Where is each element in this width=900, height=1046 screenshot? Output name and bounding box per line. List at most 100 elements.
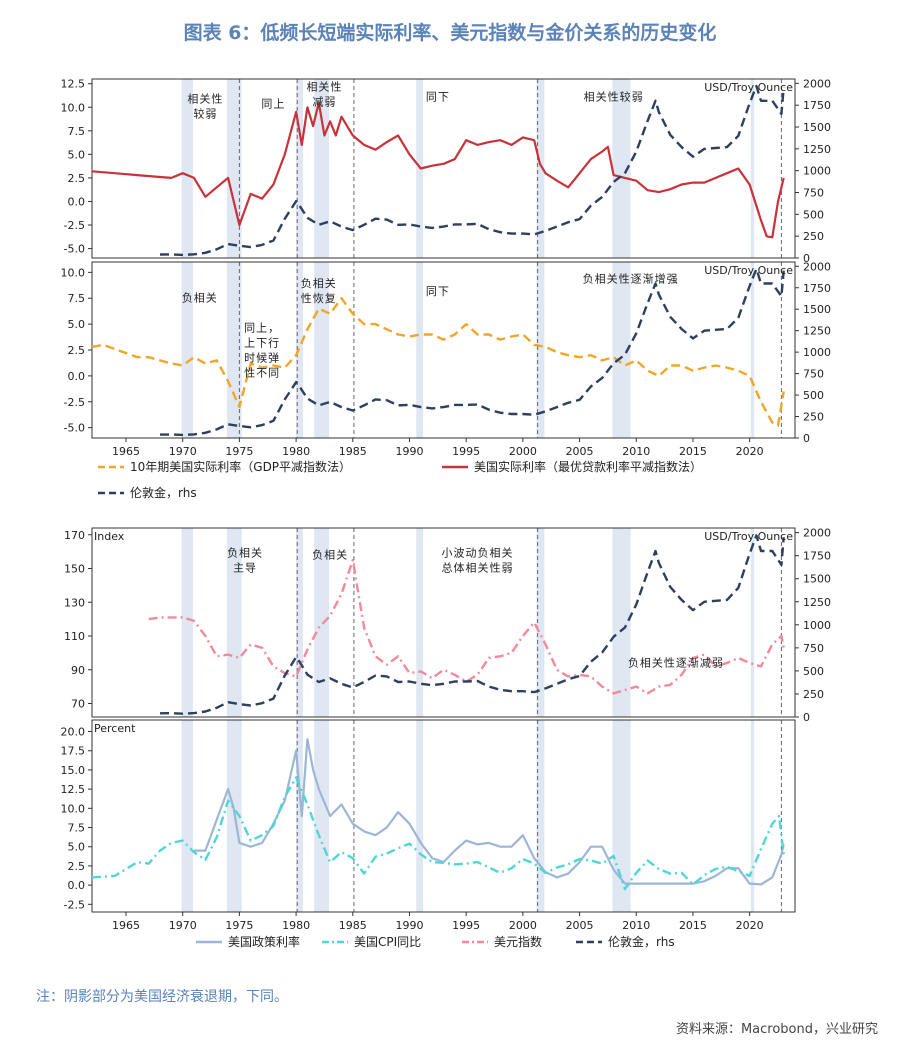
recession-band [226,262,242,438]
legend-label: 美国实际利率（最优贷款利率平减指数法） [474,459,702,474]
annotation-line: 相关性较弱 [584,90,644,104]
legend-label: 美国CPI同比 [354,935,421,949]
y-tick-label: -2.5 [64,898,85,911]
right-axis-label: USD/Troy Ounce [704,530,793,543]
recession-band [612,528,631,717]
legend-label: 美国政策利率 [228,934,300,949]
chart-annotation: 负相关 [182,290,218,304]
recession-band [181,79,193,258]
x-tick-label: 2010 [622,919,650,932]
x-tick-label: 1980 [282,445,310,458]
chart-annotation: 相关性较弱 [187,92,223,121]
y-right-tick-label: 500 [803,208,824,221]
y-tick-label: -2.5 [64,396,85,409]
series-line-dxy [148,558,785,695]
y-right-tick-label: 2000 [803,527,831,540]
x-tick-label: 1995 [452,445,480,458]
x-tick-label: 1975 [225,919,253,932]
source-credit: 资料来源：Macrobond，兴业研究 [675,1022,878,1037]
recession-band [181,528,193,717]
y-tick-label: 2.5 [68,344,86,357]
chart-annotation: 负相关性逐渐减弱 [628,655,724,669]
y-right-tick-label: 1000 [803,619,831,632]
chart-annotation: 同下 [426,91,450,104]
annotation-line: 小波动负相关 [442,546,514,560]
recession-band [536,262,545,438]
recession-band [750,528,755,717]
y-right-tick-label: 500 [803,389,824,402]
recession-band [314,720,329,912]
legend-label: 伦敦金，rhs [608,934,675,949]
chart-annotation: 相关性减弱 [306,79,342,108]
y-tick-label: 5.0 [68,318,86,331]
y-tick-label: 5.0 [68,841,86,854]
y-right-tick-label: 250 [803,688,824,701]
plot-frame [91,78,796,259]
left-axis-label: Percent [94,722,136,735]
series-line-gold [159,267,785,437]
x-tick-label: 1995 [452,919,480,932]
legend-label: 10年期美国实际利率（GDP平减指数法） [130,459,351,474]
recession-band [416,262,424,438]
legend-top-2 [98,465,468,495]
series-line-real_rate [91,101,785,239]
recession-band [181,720,193,912]
y-right-tick-label: 750 [803,187,824,200]
recession-band [536,528,545,717]
y-tick-label: 7.5 [68,822,86,835]
recession-band [750,79,755,258]
y-right-tick-label: 1750 [803,282,831,295]
recession-band [416,528,424,717]
y-tick-label: 5.0 [68,148,86,161]
annotation-line: 减弱 [312,95,336,108]
x-tick-label: 2020 [736,445,764,458]
plot-frame [91,527,796,718]
y-right-tick-label: 1750 [803,550,831,563]
recession-band [536,720,545,912]
y-tick-label: 10.0 [61,101,86,114]
annotation-line: 主导 [233,562,257,575]
chart-annotation: 小波动负相关总体相关性弱 [442,546,514,575]
recession-band [314,262,329,438]
x-tick-label: 1970 [169,445,197,458]
footnote: 注：阴影部分为美国经济衰退期，下同。 [36,989,288,1005]
x-tick-label: 1990 [395,445,423,458]
annotation-line: 负相关 [301,276,337,290]
y-tick-label: 110 [64,630,85,643]
chart-annotation: 负相关性恢复 [301,276,337,305]
x-tick-label: 2000 [509,445,537,458]
recession-band [612,262,631,438]
y-right-tick-label: 1250 [803,325,831,338]
annotation-line: 同上， [244,321,280,334]
y-right-tick-label: 0 [803,252,810,265]
annotation-line: 时候弹 [244,350,280,364]
y-tick-label: 12.5 [61,783,86,796]
recession-band [181,262,193,438]
chart-annotation: 相关性较弱 [584,90,644,104]
y-right-tick-label: 500 [803,665,824,678]
left-axis-label: Index [94,530,125,543]
annotation-line: 同上 [261,97,285,110]
series-line-gold [159,84,785,257]
x-tick-label: 2005 [566,445,594,458]
plot-frame [91,719,796,913]
x-tick-label: 1985 [339,919,367,932]
recession-band [296,79,303,258]
annotation-line: 性不同 [244,365,280,379]
x-tick-label: 2015 [679,919,707,932]
recession-band [536,79,545,258]
figure-title: 图表 6：低频长短端实际利率、美元指数与金价关系的历史变化 [183,22,717,44]
recession-band [226,79,242,258]
y-right-tick-label: 0 [803,432,810,445]
y-tick-label: 0.0 [68,879,86,892]
y-right-tick-label: 1500 [803,303,831,316]
y-tick-label: 12.5 [61,78,86,91]
annotation-line: 负相关 [182,290,218,304]
x-tick-label: 1990 [395,919,423,932]
chart-annotation: 同上 [261,97,285,110]
y-tick-label: -5.0 [64,422,85,435]
y-right-tick-label: 1500 [803,573,831,586]
